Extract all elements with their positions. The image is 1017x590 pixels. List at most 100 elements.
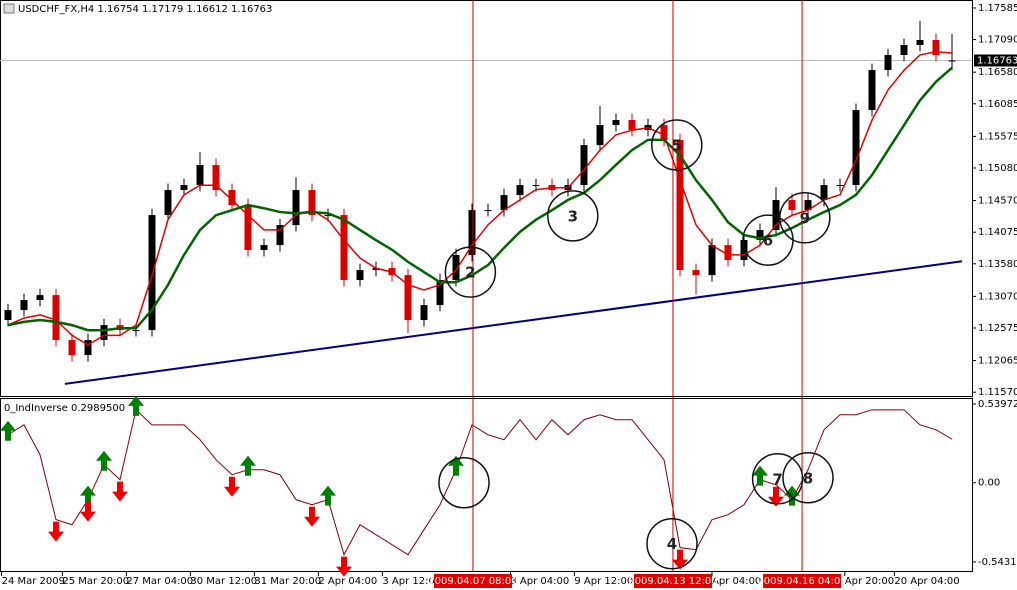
buy-arrow <box>240 455 256 476</box>
x-tick-label: 30 Mar 12:00 <box>190 576 257 587</box>
y-tick-label: 1.17585 <box>978 3 1017 14</box>
candle-body <box>900 45 908 55</box>
x-tick-label: 2 Apr 04:00 <box>318 576 377 587</box>
y-tick-label: 1.16580 <box>978 67 1017 78</box>
moving-average <box>7 50 953 346</box>
x-tick-label: 25 Mar 20:00 <box>62 576 129 587</box>
cursor-label: 2009.04.07 08:00 <box>428 576 517 587</box>
candle-body <box>932 39 940 55</box>
annotation-circle <box>751 453 804 505</box>
y-tick-label: 1.15575 <box>978 131 1017 142</box>
x-tick-label: 27 Mar 04:00 <box>126 576 193 587</box>
sell-arrow <box>304 506 320 527</box>
candle-body <box>772 200 780 231</box>
annotation-circle <box>779 192 831 244</box>
buy-arrow <box>0 420 16 441</box>
sell-arrow <box>768 486 784 507</box>
annotation-label: 6 <box>763 232 773 250</box>
annotation-circle <box>646 517 698 570</box>
candle-body <box>660 125 668 141</box>
candle-body <box>852 110 860 186</box>
candle-body <box>948 60 956 62</box>
x-tick-label: 3 Apr 12:00 <box>382 576 441 587</box>
annotation-label: 5 <box>672 136 682 154</box>
x-tick-label: 9 Apr 12:00 <box>574 576 633 587</box>
y-tick-label: 1.11570 <box>978 387 1017 398</box>
candle-body <box>724 245 732 261</box>
candle-body <box>740 240 748 261</box>
candle-body <box>52 295 60 341</box>
cursor-label: 2009.04.16 04:00 <box>757 576 846 587</box>
x-tick-label: 8 Apr 04:00 <box>510 576 569 587</box>
y2-tick-label: 0.539723 <box>978 399 1017 410</box>
moving-average <box>7 66 953 332</box>
candle-body <box>884 54 892 71</box>
candle-body <box>788 200 796 211</box>
candle-body <box>308 190 316 216</box>
buy-arrow <box>96 450 112 471</box>
candle-body <box>532 185 540 187</box>
candle-body <box>4 310 12 320</box>
indicator-title: 0_IndInverse 0.2989500 <box>4 403 125 414</box>
cursor-label-box <box>433 574 512 588</box>
candle-body <box>244 205 252 251</box>
candle-body <box>36 295 44 301</box>
candle-body <box>132 330 140 332</box>
cursor-label-box <box>763 574 842 588</box>
buy-arrow <box>128 395 144 416</box>
y2-tick-label: 0.00 <box>978 478 1000 489</box>
annotation-circle <box>444 246 497 298</box>
annotation-label: 4 <box>667 535 677 553</box>
y-tick-label: 1.17090 <box>978 35 1017 46</box>
annotation-circle <box>651 119 703 171</box>
x-tick-label: Apr 04:00 <box>712 576 761 587</box>
candle-body <box>228 190 236 206</box>
y-tick-label: 1.14075 <box>978 227 1017 238</box>
annotation-label: 2 <box>465 264 475 282</box>
candle-body <box>372 268 380 271</box>
y-tick-label: 1.12575 <box>978 323 1017 334</box>
candle-body <box>628 120 636 131</box>
candle-body <box>916 39 924 46</box>
candle-body <box>756 230 764 241</box>
candle-body <box>260 245 268 251</box>
cursor-label: 2009.04.13 12:00 <box>628 576 717 587</box>
sell-arrow <box>224 476 240 497</box>
candle-body <box>484 210 492 212</box>
candle-body <box>20 300 28 311</box>
annotation-circle <box>782 452 834 504</box>
candle-body <box>340 215 348 281</box>
annotation-label: 8 <box>803 469 813 487</box>
y2-tick-label: -0.54310 <box>978 557 1017 568</box>
candle-body <box>212 165 220 191</box>
current-price-box <box>974 54 1017 67</box>
y-tick-label: 1.16085 <box>978 99 1017 110</box>
sell-arrow <box>80 501 96 522</box>
annotation-label: 7 <box>772 470 782 488</box>
candle-body <box>676 140 684 271</box>
buy-arrow <box>752 465 768 486</box>
candle-body <box>580 145 588 186</box>
chart-icon <box>3 3 15 14</box>
buy-arrow <box>320 485 336 506</box>
candle-body <box>868 70 876 111</box>
x-tick-label: 31 Mar 20:00 <box>254 576 321 587</box>
x-tick-label: 20 Apr 04:00 <box>894 576 959 587</box>
candle-body <box>836 185 844 187</box>
sell-arrow <box>112 481 128 502</box>
candle-body <box>164 190 172 216</box>
candle-body <box>468 210 476 256</box>
x-tick-label: Apr 20:00 <box>845 576 894 587</box>
y-tick-label: 1.15080 <box>978 163 1017 174</box>
price-panel <box>0 0 973 397</box>
candle-body <box>148 215 156 331</box>
candle-body <box>180 185 188 191</box>
candle-body <box>692 270 700 276</box>
buy-arrow <box>80 485 96 506</box>
annotation-circle <box>547 190 599 242</box>
candle-body <box>68 340 76 356</box>
candle-body <box>276 225 284 246</box>
